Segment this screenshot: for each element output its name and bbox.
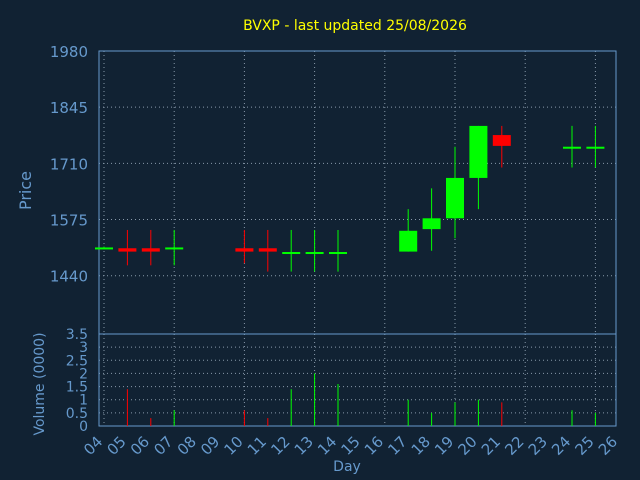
- volume-tick-label: 2: [79, 366, 88, 382]
- day-tick-label: 17: [384, 433, 410, 459]
- candle-body: [422, 218, 441, 230]
- day-tick-label: 15: [338, 433, 364, 459]
- price-tick-label: 1845: [50, 99, 88, 117]
- day-tick-label: 04: [80, 433, 106, 459]
- volume-tick-label: 1.5: [66, 380, 88, 396]
- candle-body: [586, 146, 605, 149]
- chart-title: BVXP - last updated 25/08/2026: [243, 18, 467, 34]
- candle-body: [141, 248, 160, 252]
- candle-body: [235, 248, 254, 252]
- day-tick-label: 05: [104, 433, 130, 459]
- volume-axis-label: Volume (0000): [32, 332, 48, 435]
- day-tick-label: 07: [150, 433, 176, 459]
- day-tick-label: 11: [244, 433, 270, 459]
- volume-frame: [98, 333, 617, 427]
- day-tick-label: 18: [408, 433, 434, 459]
- day-tick-label: 19: [431, 433, 457, 459]
- day-axis-label: Day: [333, 459, 361, 475]
- candle-body: [399, 230, 418, 252]
- candle-body: [305, 252, 324, 255]
- candle-body: [165, 247, 184, 250]
- candle-body: [118, 248, 137, 252]
- day-tick-label: 23: [525, 433, 551, 459]
- volume-panel: 3.532.521.510.50 Volume (0000) 04050607080…: [32, 327, 621, 475]
- day-tick-label: 10: [221, 433, 247, 459]
- price-frame: [98, 50, 617, 335]
- candle-body: [329, 252, 347, 255]
- day-tick-label: 13: [291, 433, 317, 459]
- price-tick-label: 1980: [50, 43, 88, 61]
- volume-tick-label: 0: [79, 419, 88, 435]
- price-panel: 1980 1845 1710 1575 1440 Price: [16, 43, 617, 335]
- volume-tick-label: 2.5: [66, 353, 88, 369]
- day-tick-label: 20: [455, 433, 481, 459]
- day-tick-label: 21: [478, 433, 504, 459]
- day-tick-label: 09: [197, 433, 223, 459]
- day-tick-label: 24: [548, 433, 574, 459]
- candle-body: [282, 252, 301, 255]
- day-tick-label: 08: [174, 433, 200, 459]
- candle-body: [95, 247, 113, 250]
- day-tick-label: 06: [127, 433, 153, 459]
- volume-tick-label: 0.5: [66, 406, 88, 422]
- price-tick-label: 1710: [50, 155, 88, 173]
- candle-body: [492, 135, 511, 146]
- candle-body: [563, 146, 581, 149]
- price-tick-label: 1575: [50, 212, 88, 230]
- candle-body: [469, 125, 488, 178]
- day-tick-label: 12: [267, 433, 293, 459]
- price-tick-label: 1440: [50, 268, 88, 286]
- candle-body: [446, 177, 464, 219]
- candle-body: [258, 248, 277, 252]
- day-tick-label: 25: [572, 433, 598, 459]
- volume-tick-label: 3: [79, 340, 88, 356]
- volume-tick-label: 3.5: [66, 327, 88, 343]
- day-tick-label: 16: [361, 433, 387, 459]
- price-axis-label: Price: [16, 171, 35, 210]
- volume-tick-label: 1: [79, 393, 88, 409]
- day-tick-label: 14: [314, 433, 340, 459]
- day-tick-label: 26: [595, 433, 621, 459]
- day-tick-label: 22: [501, 433, 527, 459]
